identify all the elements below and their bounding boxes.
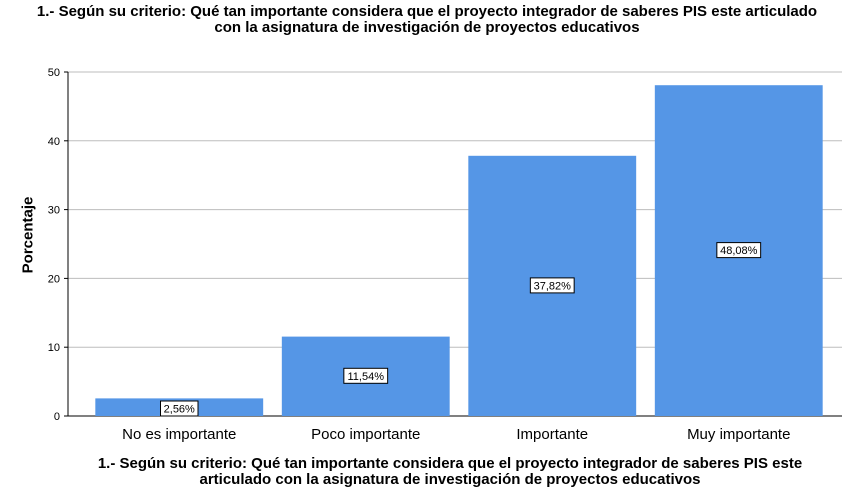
x-tick-label-0: No es importante <box>122 426 236 443</box>
x-tick-label-2: Importante <box>516 426 588 443</box>
y-tick-label: 50 <box>48 67 60 79</box>
data-label-box-2 <box>529 277 575 294</box>
x-axis-label-line-1: 1.- Según su criterio: Qué tan important… <box>97 455 803 472</box>
y-tick-label: 10 <box>48 342 60 354</box>
data-label-box-1 <box>343 367 389 384</box>
x-axis-label: 1.- Según su criterio: Qué tan important… <box>40 456 854 488</box>
data-label-box-0 <box>160 400 199 417</box>
y-tick-label: 30 <box>48 205 60 217</box>
x-tick-label-3: Muy importante <box>687 426 790 443</box>
chart-title: 1.- Según su criterio: Qué tan important… <box>0 4 854 36</box>
data-label-3: 48,08% <box>720 245 758 257</box>
chart-title-line-2: con la asignatura de investigación de pr… <box>214 19 640 36</box>
data-label-0: 2,56% <box>164 404 195 416</box>
chart-title-line-1: 1.- Según su criterio: Qué tan important… <box>36 3 818 20</box>
data-label-2: 37,82% <box>534 280 572 292</box>
data-label-1: 11,54% <box>348 371 385 383</box>
y-axis-label: Porcentaje <box>19 196 37 274</box>
data-label-box-3 <box>716 242 762 259</box>
y-tick-label: 0 <box>54 411 60 423</box>
x-axis-label-line-2: articulado con la asignatura de investig… <box>199 471 701 488</box>
y-tick-label: 40 <box>48 136 60 148</box>
y-tick-label: 20 <box>48 273 60 285</box>
x-tick-label-1: Poco importante <box>311 426 420 443</box>
